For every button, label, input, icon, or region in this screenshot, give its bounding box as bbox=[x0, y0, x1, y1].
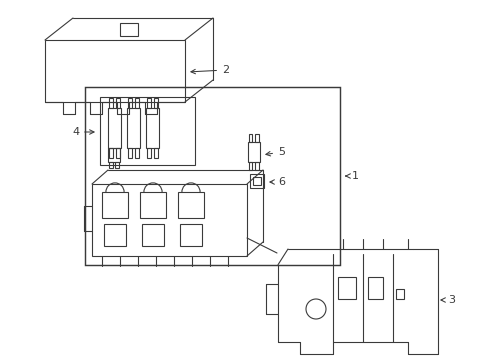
Bar bbox=[255, 162, 259, 170]
Bar bbox=[116, 148, 120, 158]
Bar bbox=[128, 148, 132, 158]
Bar bbox=[135, 98, 139, 108]
Bar bbox=[102, 192, 128, 218]
Bar bbox=[178, 192, 203, 218]
Bar bbox=[154, 98, 158, 108]
Bar bbox=[180, 224, 202, 246]
Bar bbox=[249, 174, 264, 188]
Bar bbox=[248, 134, 252, 142]
Text: 3: 3 bbox=[440, 295, 454, 305]
Bar bbox=[367, 277, 382, 299]
Bar bbox=[146, 108, 159, 148]
Bar bbox=[120, 22, 138, 36]
Bar bbox=[147, 98, 151, 108]
Bar bbox=[252, 177, 261, 185]
Bar bbox=[104, 224, 126, 246]
Bar bbox=[337, 277, 355, 299]
Bar bbox=[116, 98, 120, 108]
Bar bbox=[248, 162, 252, 170]
Text: 1: 1 bbox=[345, 171, 358, 181]
Bar bbox=[108, 108, 121, 148]
Bar bbox=[92, 184, 246, 256]
Bar bbox=[255, 134, 259, 142]
Bar bbox=[100, 97, 195, 165]
Bar bbox=[109, 148, 113, 158]
Bar bbox=[85, 87, 339, 265]
Bar bbox=[395, 289, 403, 299]
Text: 5: 5 bbox=[265, 147, 285, 157]
Bar bbox=[108, 148, 120, 162]
Bar bbox=[45, 40, 184, 102]
Bar bbox=[140, 192, 165, 218]
Bar bbox=[147, 148, 151, 158]
Bar bbox=[142, 224, 163, 246]
Bar bbox=[127, 108, 140, 148]
Bar bbox=[128, 98, 132, 108]
Bar bbox=[109, 162, 113, 168]
Bar bbox=[115, 162, 119, 168]
Text: 6: 6 bbox=[269, 177, 285, 187]
Bar bbox=[109, 98, 113, 108]
Bar bbox=[135, 148, 139, 158]
Bar bbox=[154, 148, 158, 158]
Text: 2: 2 bbox=[190, 65, 229, 75]
Text: 4: 4 bbox=[72, 127, 94, 137]
Bar bbox=[247, 142, 260, 162]
